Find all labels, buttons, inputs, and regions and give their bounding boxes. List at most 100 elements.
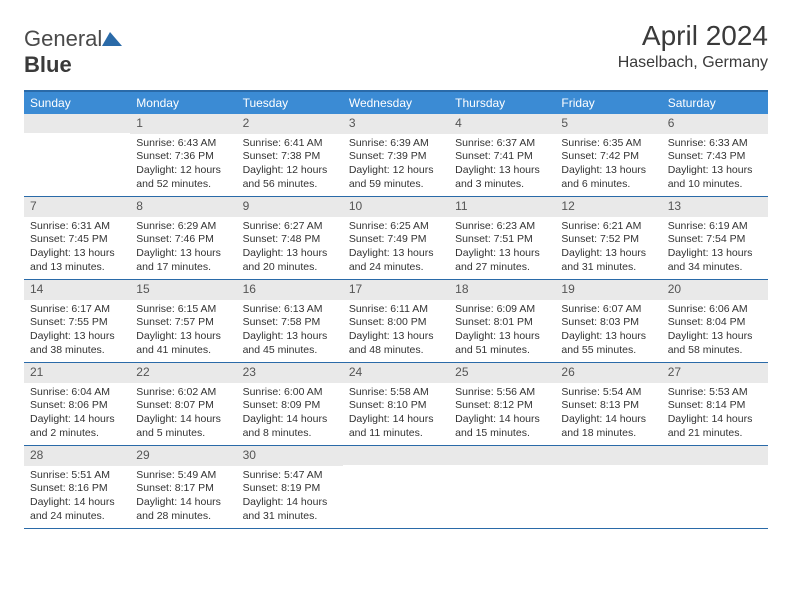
sunset: Sunset: 7:43 PM [668,150,762,164]
sunset: Sunset: 7:49 PM [349,233,443,247]
day-body: Sunrise: 6:33 AMSunset: 7:43 PMDaylight:… [662,134,768,196]
sunrise: Sunrise: 6:09 AM [455,303,549,317]
sunset: Sunset: 7:38 PM [243,150,337,164]
day-number: 18 [449,280,555,300]
sunrise: Sunrise: 6:35 AM [561,137,655,151]
sunrise: Sunrise: 6:19 AM [668,220,762,234]
day-cell: 24Sunrise: 5:58 AMSunset: 8:10 PMDayligh… [343,363,449,445]
day-header: Friday [555,92,661,114]
day-cell: 29Sunrise: 5:49 AMSunset: 8:17 PMDayligh… [130,446,236,528]
daylight: Daylight: 12 hours and 52 minutes. [136,164,230,191]
logo: General Blue [24,26,122,78]
sunrise: Sunrise: 5:53 AM [668,386,762,400]
sunset: Sunset: 7:55 PM [30,316,124,330]
day-cell: 17 Sunrise: 6:11 AMSunset: 8:00 PMDayligh… [343,280,449,362]
week-row: 1Sunrise: 6:43 AMSunset: 7:36 PMDaylight… [24,114,768,197]
daylight: Daylight: 14 hours and 21 minutes. [668,413,762,440]
sunrise: Sunrise: 6:43 AM [136,137,230,151]
day-body: Sunrise: 6:31 AMSunset: 7:45 PMDaylight:… [24,217,130,279]
sunrise: Sunrise: 6:23 AM [455,220,549,234]
day-body: Sunrise: 6:06 AMSunset: 8:04 PMDaylight:… [662,300,768,362]
day-body: Sunrise: 6:25 AMSunset: 7:49 PMDaylight:… [343,217,449,279]
daylight: Daylight: 12 hours and 56 minutes. [243,164,337,191]
sunrise: Sunrise: 5:47 AM [243,469,337,483]
sunset: Sunset: 7:36 PM [136,150,230,164]
day-cell [449,446,555,528]
daylight: Daylight: 13 hours and 17 minutes. [136,247,230,274]
day-body: Sunrise: 6:04 AMSunset: 8:06 PMDaylight:… [24,383,130,445]
daylight: Daylight: 13 hours and 3 minutes. [455,164,549,191]
day-number: 13 [662,197,768,217]
logo-triangle-icon [102,26,122,52]
day-cell: 13Sunrise: 6:19 AMSunset: 7:54 PMDayligh… [662,197,768,279]
day-number: 2 [237,114,343,134]
day-number: 6 [662,114,768,134]
daylight: Daylight: 13 hours and 31 minutes. [561,247,655,274]
day-number: 14 [24,280,130,300]
day-header: Wednesday [343,92,449,114]
daylight: Daylight: 14 hours and 5 minutes. [136,413,230,440]
sunset: Sunset: 7:48 PM [243,233,337,247]
sunrise: Sunrise: 5:54 AM [561,386,655,400]
day-number [555,446,661,465]
sunset: Sunset: 8:00 PM [349,316,443,330]
day-body: Sunrise: 6:17 AMSunset: 7:55 PMDaylight:… [24,300,130,362]
sunrise: Sunrise: 6:11 AM [349,303,443,317]
day-cell: 15Sunrise: 6:15 AMSunset: 7:57 PMDayligh… [130,280,236,362]
day-header: Thursday [449,92,555,114]
day-number: 29 [130,446,236,466]
sunset: Sunset: 7:58 PM [243,316,337,330]
day-number: 26 [555,363,661,383]
day-number: 12 [555,197,661,217]
day-cell [662,446,768,528]
week-row: 14Sunrise: 6:17 AMSunset: 7:55 PMDayligh… [24,280,768,363]
sunset: Sunset: 8:03 PM [561,316,655,330]
day-cell: 26Sunrise: 5:54 AMSunset: 8:13 PMDayligh… [555,363,661,445]
title-block: April 2024 Haselbach, Germany [618,20,768,72]
daylight: Daylight: 13 hours and 58 minutes. [668,330,762,357]
day-number: 28 [24,446,130,466]
sunset: Sunset: 7:51 PM [455,233,549,247]
sunset: Sunset: 8:14 PM [668,399,762,413]
day-body: Sunrise: 6:15 AMSunset: 7:57 PMDaylight:… [130,300,236,362]
day-number: 21 [24,363,130,383]
daylight: Daylight: 14 hours and 8 minutes. [243,413,337,440]
sunrise: Sunrise: 6:07 AM [561,303,655,317]
day-body: Sunrise: 6:27 AMSunset: 7:48 PMDaylight:… [237,217,343,279]
daylight: Daylight: 14 hours and 11 minutes. [349,413,443,440]
daylight: Daylight: 13 hours and 55 minutes. [561,330,655,357]
daylight: Daylight: 12 hours and 59 minutes. [349,164,443,191]
day-number: 23 [237,363,343,383]
sunrise: Sunrise: 6:04 AM [30,386,124,400]
sunset: Sunset: 8:07 PM [136,399,230,413]
header: General Blue April 2024 Haselbach, Germa… [24,20,768,78]
day-cell: 9Sunrise: 6:27 AMSunset: 7:48 PMDaylight… [237,197,343,279]
sunrise: Sunrise: 6:31 AM [30,220,124,234]
sunset: Sunset: 8:01 PM [455,316,549,330]
day-number: 15 [130,280,236,300]
logo-text: General Blue [24,26,122,78]
day-number: 17 [343,280,449,300]
daylight: Daylight: 13 hours and 10 minutes. [668,164,762,191]
day-number: 16 [237,280,343,300]
day-body: Sunrise: 5:58 AMSunset: 8:10 PMDaylight:… [343,383,449,445]
day-number: 8 [130,197,236,217]
day-body: Sunrise: 6:21 AMSunset: 7:52 PMDaylight:… [555,217,661,279]
day-number: 30 [237,446,343,466]
day-number [662,446,768,465]
day-header: Sunday [24,92,130,114]
day-header: Saturday [662,92,768,114]
day-cell: 10Sunrise: 6:25 AMSunset: 7:49 PMDayligh… [343,197,449,279]
sunrise: Sunrise: 6:13 AM [243,303,337,317]
day-cell: 5Sunrise: 6:35 AMSunset: 7:42 PMDaylight… [555,114,661,196]
day-number: 27 [662,363,768,383]
sunset: Sunset: 8:09 PM [243,399,337,413]
sunrise: Sunrise: 6:21 AM [561,220,655,234]
day-body: Sunrise: 6:39 AMSunset: 7:39 PMDaylight:… [343,134,449,196]
sunrise: Sunrise: 5:49 AM [136,469,230,483]
day-body: Sunrise: 6:41 AMSunset: 7:38 PMDaylight:… [237,134,343,196]
day-number: 1 [130,114,236,134]
daylight: Daylight: 13 hours and 48 minutes. [349,330,443,357]
day-number: 5 [555,114,661,134]
day-cell: 22Sunrise: 6:02 AMSunset: 8:07 PMDayligh… [130,363,236,445]
